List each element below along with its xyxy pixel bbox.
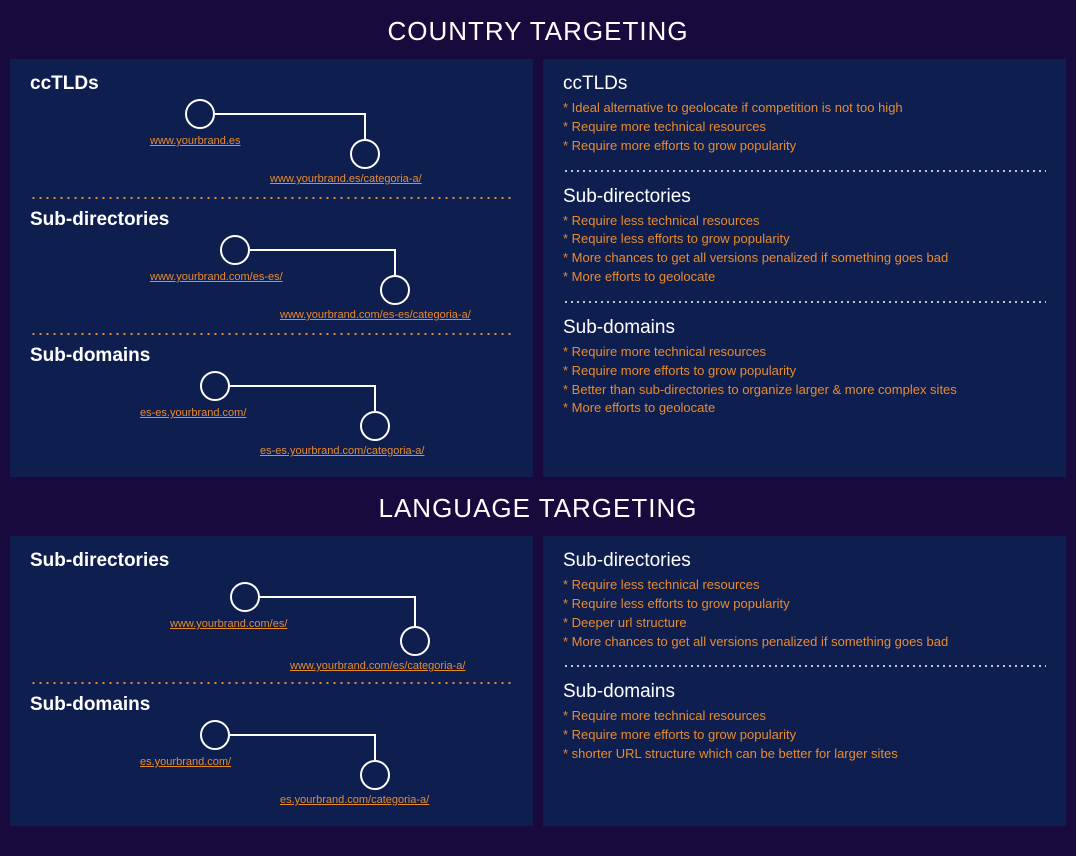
bullet-item: Ideal alternative to geolocate if compet… [563, 99, 1046, 118]
edge-vertical [374, 386, 376, 411]
diagram-row: Sub-directories www.yourbrand.com/es-es/w… [30, 209, 513, 325]
bullet-row: Sub-directories Require less technical re… [563, 550, 1046, 651]
edge-vertical [374, 735, 376, 760]
node-circle [360, 760, 390, 790]
bullet-row: Sub-directories Require less technical re… [563, 186, 1046, 287]
panel-right: Sub-directories Require less technical re… [543, 536, 1066, 826]
row-title: Sub-domains [30, 694, 513, 716]
url-link[interactable]: www.yourbrand.com/es/categoria-a/ [290, 660, 465, 672]
divider-dots [563, 665, 1046, 667]
panel-left: Sub-directories www.yourbrand.com/es/www.… [10, 536, 533, 826]
bullet-item: Require less efforts to grow popularity [563, 595, 1046, 614]
infographic-root: COUNTRY TARGETINGccTLDswww.yourbrand.esw… [0, 0, 1076, 826]
edge-vertical [414, 597, 416, 626]
node-circle [350, 139, 380, 169]
bullet-item: Deeper url structure [563, 614, 1046, 633]
edge-horizontal [215, 113, 366, 115]
diagram-row: Sub-directories www.yourbrand.com/es/www.… [30, 550, 513, 674]
section-title: COUNTRY TARGETING [0, 0, 1076, 59]
url-link[interactable]: www.yourbrand.com/es-es/categoria-a/ [280, 309, 471, 321]
row-title: Sub-directories [563, 550, 1046, 572]
row-title: Sub-domains [563, 317, 1046, 339]
bullet-item: Require more efforts to grow popularity [563, 137, 1046, 156]
bullet-item: Require more technical resources [563, 707, 1046, 726]
edge-horizontal [230, 385, 376, 387]
row-title: Sub-domains [563, 681, 1046, 703]
divider-dots [30, 333, 513, 335]
edge-vertical [394, 250, 396, 275]
diagram-row: Sub-domains es-es.yourbrand.com/es-es.you… [30, 345, 513, 461]
bullet-item: shorter URL structure which can be bette… [563, 745, 1046, 764]
url-link[interactable]: es-es.yourbrand.com/categoria-a/ [260, 445, 424, 457]
bullet-item: Require less technical resources [563, 576, 1046, 595]
edge-vertical [364, 114, 366, 139]
bullet-item: More chances to get all versions penaliz… [563, 249, 1046, 268]
section-title: LANGUAGE TARGETING [0, 477, 1076, 536]
panel-right: ccTLDs Ideal alternative to geolocate if… [543, 59, 1066, 477]
diagram: es-es.yourbrand.com/es-es.yourbrand.com/… [150, 371, 513, 461]
row-title: Sub-directories [30, 550, 513, 572]
url-link[interactable]: www.yourbrand.com/es-es/ [150, 271, 283, 283]
divider-dots [563, 170, 1046, 172]
url-link[interactable]: es.yourbrand.com/ [140, 756, 231, 768]
divider-dots [563, 301, 1046, 303]
row-title: ccTLDs [30, 73, 513, 95]
diagram: www.yourbrand.com/es/www.yourbrand.com/e… [150, 576, 513, 674]
url-link[interactable]: www.yourbrand.es [150, 135, 241, 147]
node-circle [380, 275, 410, 305]
bullet-item: Better than sub-directories to organize … [563, 381, 1046, 400]
bullet-row: Sub-domains Require more technical resour… [563, 681, 1046, 764]
panel-left: ccTLDs www.yourbrand.es www.yourbrand.es/c… [10, 59, 533, 477]
node-circle [230, 582, 260, 612]
node-circle [185, 99, 215, 129]
node-circle [220, 235, 250, 265]
bullet-list: Require less technical resourcesRequire … [563, 576, 1046, 651]
diagram-row: Sub-domains es.yourbrand.com/es.yourbrand… [30, 694, 513, 810]
node-circle [360, 411, 390, 441]
url-link[interactable]: www.yourbrand.com/es/ [170, 618, 287, 630]
diagram: www.yourbrand.es www.yourbrand.es/categor… [150, 99, 513, 189]
bullet-item: Require less technical resources [563, 212, 1046, 231]
diagram: es.yourbrand.com/es.yourbrand.com/catego… [150, 720, 513, 810]
bullet-list: Require less technical resourcesRequire … [563, 212, 1046, 287]
diagram-row: ccTLDs www.yourbrand.es www.yourbrand.es/c… [30, 73, 513, 189]
row-title: Sub-directories [30, 209, 513, 231]
url-link[interactable]: es-es.yourbrand.com/ [140, 407, 246, 419]
edge-horizontal [250, 249, 396, 251]
node-circle [400, 626, 430, 656]
bullet-list: Ideal alternative to geolocate if compet… [563, 99, 1046, 156]
row-title: Sub-directories [563, 186, 1046, 208]
bullet-item: Require more efforts to grow popularity [563, 362, 1046, 381]
bullet-item: Require less efforts to grow popularity [563, 230, 1046, 249]
diagram: www.yourbrand.com/es-es/www.yourbrand.co… [150, 235, 513, 325]
bullet-item: More efforts to geolocate [563, 399, 1046, 418]
bullet-list: Require more technical resourcesRequire … [563, 343, 1046, 418]
node-circle [200, 371, 230, 401]
bullet-item: Require more technical resources [563, 118, 1046, 137]
bullet-item: Require more efforts to grow popularity [563, 726, 1046, 745]
bullet-item: More efforts to geolocate [563, 268, 1046, 287]
panels: Sub-directories www.yourbrand.com/es/www.… [0, 536, 1076, 826]
row-title: Sub-domains [30, 345, 513, 367]
node-circle [200, 720, 230, 750]
edge-horizontal [230, 734, 376, 736]
bullet-list: Require more technical resourcesRequire … [563, 707, 1046, 764]
edge-horizontal [260, 596, 416, 598]
bullet-row: ccTLDs Ideal alternative to geolocate if… [563, 73, 1046, 156]
row-title: ccTLDs [563, 73, 1046, 95]
url-link[interactable]: es.yourbrand.com/categoria-a/ [280, 794, 429, 806]
divider-dots [30, 682, 513, 684]
bullet-item: More chances to get all versions penaliz… [563, 633, 1046, 652]
bullet-row: Sub-domains Require more technical resour… [563, 317, 1046, 418]
url-link[interactable]: www.yourbrand.es/categoria-a/ [270, 173, 422, 185]
panels: ccTLDs www.yourbrand.es www.yourbrand.es/c… [0, 59, 1076, 477]
divider-dots [30, 197, 513, 199]
bullet-item: Require more technical resources [563, 343, 1046, 362]
